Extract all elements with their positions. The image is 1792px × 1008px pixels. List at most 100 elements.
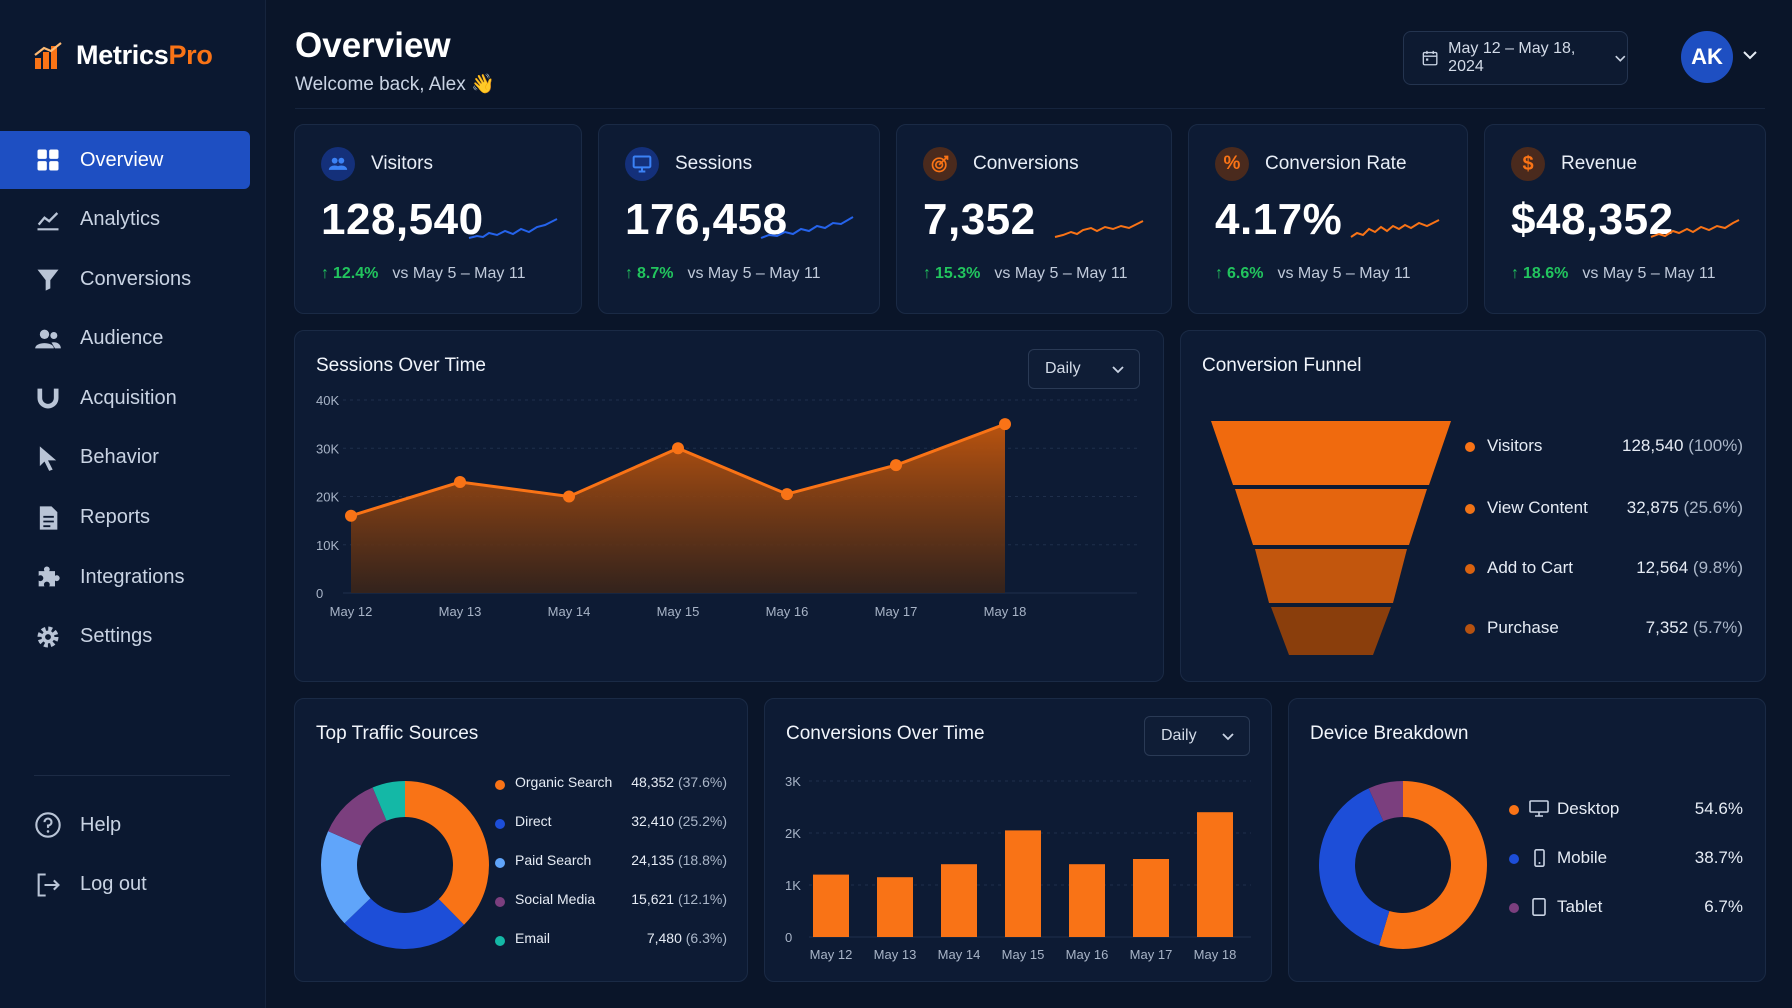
funnel-stage-add-to-cart[interactable]: [1255, 549, 1407, 603]
sidebar-item-behavior[interactable]: Behavior: [0, 429, 250, 487]
legend-value: 15,621 (12.1%): [631, 891, 727, 907]
sidebar-item-settings[interactable]: Settings: [0, 608, 250, 666]
legend-value: 128,540 (100%): [1622, 436, 1743, 455]
brand-logo[interactable]: MetricsPro: [34, 40, 213, 71]
data-point[interactable]: [890, 459, 902, 472]
donut-slice-paid-search[interactable]: [321, 831, 371, 924]
bar[interactable]: [1197, 812, 1233, 937]
donut-slice-organic-search[interactable]: [405, 781, 489, 925]
funnel-stage-purchase[interactable]: [1271, 607, 1391, 655]
device-legend-desktop[interactable]: Desktop 54.6%: [1289, 798, 1765, 822]
donut-slice-social-media[interactable]: [328, 787, 387, 846]
device-legend: Desktop 54.6% Mobile 38.7% Tablet 6.7%: [1289, 699, 1765, 981]
bar[interactable]: [813, 874, 849, 937]
bar[interactable]: [877, 877, 913, 937]
traffic-legend-organic-search[interactable]: Organic Search 48,352 (37.6%): [295, 773, 747, 797]
chevron-down-icon: [1222, 733, 1234, 741]
kpi-compare: vs May 5 – May 11: [687, 265, 821, 282]
data-point[interactable]: [672, 442, 684, 455]
area-fill: [351, 424, 1005, 593]
funnel-icon: [37, 269, 59, 291]
legend-label: Mobile: [1557, 848, 1608, 867]
trend-line-icon: [37, 211, 59, 230]
sidebar-item-acquisition[interactable]: Acquisition: [0, 369, 250, 427]
sidebar-item-overview[interactable]: Overview: [0, 131, 250, 189]
kpi-header: % Conversion Rate: [1215, 147, 1407, 181]
kpi-change: ↑ 8.7%: [625, 265, 674, 282]
legend-value: 24,135 (18.8%): [631, 852, 727, 868]
data-point[interactable]: [454, 476, 466, 489]
sidebar-item-help[interactable]: Help: [0, 796, 250, 854]
card-title: Sessions Over Time: [316, 355, 486, 376]
kpi-value: 176,458: [625, 195, 788, 244]
kpi-card-conversions: Conversions 7,352 ↑ 15.3% vs May 5 – May …: [896, 124, 1172, 314]
kpi-footer: ↑ 18.6% vs May 5 – May 11: [1511, 265, 1715, 283]
puzzle-icon: [38, 566, 60, 587]
funnel-legend-visitors[interactable]: Visitors 128,540 (100%): [1181, 435, 1765, 459]
brand-name: MetricsPro: [76, 40, 213, 70]
sidebar-bottom-nav: Help Log out: [0, 796, 250, 915]
x-tick-label: May 13: [439, 604, 482, 619]
traffic-legend-email[interactable]: Email 7,480 (6.3%): [295, 929, 747, 953]
sidebar-item-integrations[interactable]: Integrations: [0, 548, 250, 606]
sidebar-item-logout[interactable]: Log out: [0, 856, 250, 914]
traffic-legend-paid-search[interactable]: Paid Search 24,135 (18.8%): [295, 851, 747, 875]
funnel-legend-add-to-cart[interactable]: Add to Cart 12,564 (9.8%): [1181, 557, 1765, 581]
user-avatar[interactable]: AK: [1681, 31, 1733, 83]
period-select[interactable]: Daily: [1028, 349, 1140, 389]
legend-dot: [1509, 805, 1519, 815]
donut-slice-tablet[interactable]: [1368, 781, 1403, 822]
funnel-legend-view-content[interactable]: View Content 32,875 (25.6%): [1181, 497, 1765, 521]
kpi-header: Conversions: [923, 147, 1079, 181]
donut-slice-desktop[interactable]: [1379, 781, 1487, 949]
traffic-legend-direct[interactable]: Direct 32,410 (25.2%): [295, 812, 747, 836]
sparkline: [468, 218, 558, 239]
sidebar-item-analytics[interactable]: Analytics: [0, 191, 250, 249]
funnel-stage-visitors[interactable]: [1211, 421, 1451, 485]
date-range-picker[interactable]: May 12 – May 18, 2024: [1403, 31, 1628, 85]
x-tick-label: May 18: [1194, 947, 1237, 962]
data-point[interactable]: [781, 488, 793, 501]
sidebar-item-conversions[interactable]: Conversions: [0, 250, 250, 308]
bar[interactable]: [941, 864, 977, 937]
bar[interactable]: [1133, 859, 1169, 937]
legend-label: Purchase: [1487, 618, 1559, 637]
y-tick-label: 30K: [316, 441, 339, 456]
kpi-compare: vs May 5 – May 11: [392, 265, 526, 282]
legend-value: 32,410 (25.2%): [631, 813, 727, 829]
dollar-icon: $: [1511, 147, 1545, 181]
x-tick-label: May 15: [657, 604, 700, 619]
sidebar-item-audience[interactable]: Audience: [0, 310, 250, 368]
x-tick-label: May 12: [810, 947, 853, 962]
bar[interactable]: [1005, 830, 1041, 937]
card-title: Device Breakdown: [1310, 723, 1469, 744]
data-point[interactable]: [999, 418, 1011, 431]
device-legend-tablet[interactable]: Tablet 6.7%: [1289, 896, 1765, 920]
document-icon: [39, 505, 58, 530]
donut-slice-direct[interactable]: [344, 898, 465, 949]
funnel-stage-view-content[interactable]: [1235, 489, 1427, 545]
bar[interactable]: [1069, 864, 1105, 937]
x-tick-label: May 14: [938, 947, 981, 962]
data-point[interactable]: [345, 509, 357, 522]
period-select[interactable]: Daily: [1144, 716, 1250, 756]
sidebar-item-label: Audience: [80, 327, 164, 350]
donut-slice-email[interactable]: [372, 781, 405, 821]
page-title: Overview: [295, 26, 451, 65]
chevron-down-icon[interactable]: [1742, 47, 1758, 63]
funnel-card: Conversion Funnel Visitors 128,540 (100%)…: [1180, 330, 1766, 682]
tablet-icon: [1529, 898, 1549, 921]
data-point[interactable]: [563, 490, 575, 503]
device-donut-chart: [1319, 781, 1487, 949]
legend-dot: [1509, 854, 1519, 864]
device-breakdown-card: Device Breakdown Desktop 54.6% Mobile 38.7%…: [1288, 698, 1766, 982]
device-legend-mobile[interactable]: Mobile 38.7%: [1289, 847, 1765, 871]
target-icon: [923, 147, 957, 181]
x-tick-label: May 18: [984, 604, 1027, 619]
arrow-up-icon: ↑: [923, 265, 931, 282]
funnel-legend-purchase[interactable]: Purchase 7,352 (5.7%): [1181, 617, 1765, 641]
traffic-legend-social-media[interactable]: Social Media 15,621 (12.1%): [295, 890, 747, 914]
donut-slice-mobile[interactable]: [1319, 788, 1390, 946]
sidebar-item-reports[interactable]: Reports: [0, 489, 250, 547]
bar-chart-logo-icon: [34, 41, 62, 69]
